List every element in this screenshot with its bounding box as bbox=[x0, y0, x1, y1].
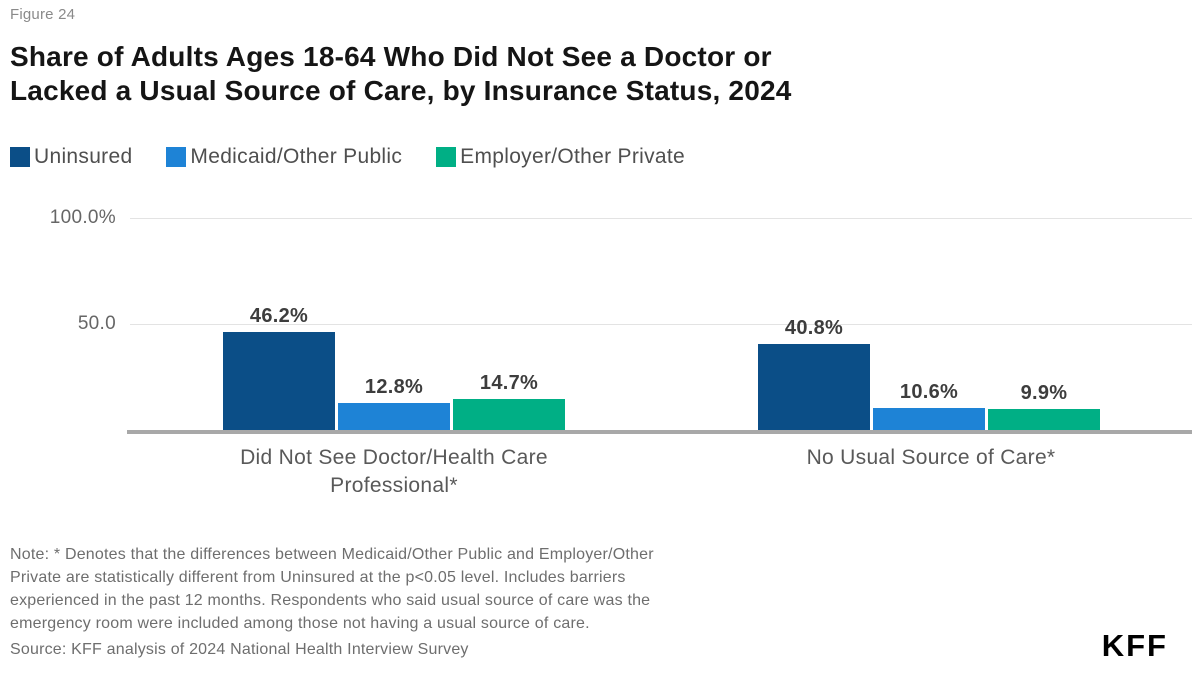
legend-item-uninsured: Uninsured bbox=[10, 145, 132, 169]
bar-value-label: 46.2% bbox=[249, 305, 309, 328]
plot-area: 46.2% 12.8% 14.7% 40.8% 10.6% 9.9% bbox=[127, 218, 1192, 434]
legend-item-employer-other-private: Employer/Other Private bbox=[436, 145, 685, 169]
source-text: Source: KFF analysis of 2024 National He… bbox=[10, 641, 469, 658]
bar-uninsured: 46.2% bbox=[223, 305, 335, 430]
bar-group-did-not-see-doctor: 46.2% 12.8% 14.7% bbox=[223, 305, 565, 430]
x-axis-baseline bbox=[127, 430, 1192, 434]
bar-uninsured: 40.8% bbox=[758, 317, 870, 430]
chart-title-line-1: Share of Adults Ages 18-64 Who Did Not S… bbox=[10, 41, 772, 72]
bar-value-label: 40.8% bbox=[784, 316, 844, 339]
legend-item-label: Employer/Other Private bbox=[460, 145, 686, 168]
note-line: Private are statistically different from… bbox=[10, 569, 626, 586]
bar-value-label: 9.9% bbox=[1020, 382, 1068, 405]
bar-group-no-usual-source: 40.8% 10.6% 9.9% bbox=[758, 317, 1100, 430]
bar-value-label: 12.8% bbox=[364, 375, 424, 398]
y-axis-tick-label: 100.0% bbox=[49, 207, 116, 228]
legend-swatch-icon bbox=[166, 147, 187, 167]
category-label-no-usual-source: No Usual Source of Care* bbox=[701, 444, 1161, 472]
figure-label: Figure 24 bbox=[10, 6, 76, 23]
legend-item-label: Medicaid/Other Public bbox=[190, 145, 403, 168]
bar-value-label: 10.6% bbox=[899, 380, 959, 403]
category-label-line: Did Not See Doctor/Health Care bbox=[240, 446, 548, 469]
legend-item-medicaid-other-public: Medicaid/Other Public bbox=[166, 145, 402, 169]
bar-employer-other-private: 14.7% bbox=[453, 372, 565, 430]
bar-value-label: 14.7% bbox=[479, 371, 539, 394]
category-label-line: Professional* bbox=[330, 474, 458, 497]
legend-swatch-icon bbox=[10, 147, 30, 167]
gridline-50 bbox=[130, 324, 1192, 325]
y-axis-tick-label: 50.0 bbox=[77, 313, 116, 334]
gridline-100 bbox=[130, 218, 1192, 219]
note-text: Note: * Denotes that the differences bet… bbox=[10, 543, 654, 635]
bar-medicaid-other-public: 12.8% bbox=[338, 376, 450, 430]
legend: Uninsured Medicaid/Other Public Employer/O… bbox=[10, 145, 685, 169]
chart-region: 46.2% 12.8% 14.7% 40.8% 10.6% 9.9% Did Not S… bbox=[0, 195, 1200, 525]
chart-title: Share of Adults Ages 18-64 Who Did Not S… bbox=[10, 40, 1190, 108]
bar-medicaid-other-public: 10.6% bbox=[873, 381, 985, 430]
bar-employer-other-private: 9.9% bbox=[988, 382, 1100, 430]
note-line: emergency room were included among those… bbox=[10, 615, 590, 632]
category-label-line: No Usual Source of Care* bbox=[806, 446, 1056, 469]
legend-swatch-icon bbox=[436, 147, 457, 167]
chart-title-line-2: Lacked a Usual Source of Care, by Insura… bbox=[10, 75, 792, 106]
category-label-did-not-see-doctor: Did Not See Doctor/Health Care Profession… bbox=[164, 444, 624, 500]
legend-item-label: Uninsured bbox=[34, 145, 133, 168]
note-line: experienced in the past 12 months. Respo… bbox=[10, 592, 651, 609]
note-line: Note: * Denotes that the differences bet… bbox=[10, 546, 654, 563]
kff-logo: KFF bbox=[1101, 628, 1168, 663]
